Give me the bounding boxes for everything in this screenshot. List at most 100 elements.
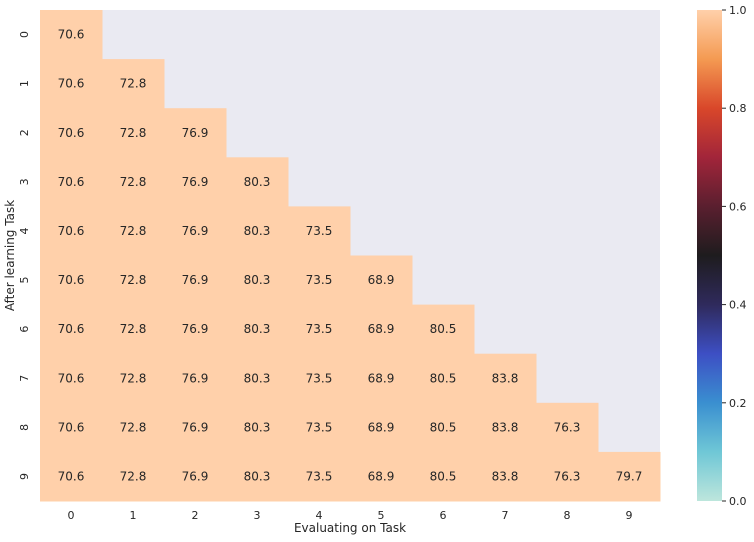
cell-value-r7-c4: 73.5	[306, 371, 333, 385]
heatmap-cell-r1-c1	[102, 59, 165, 109]
heatmap-cell-r7-c5	[350, 353, 413, 404]
heatmap-cell-r7-c6	[412, 353, 475, 404]
cell-value-r9-c4: 73.5	[306, 469, 333, 483]
cell-value-r9-c2: 76.9	[182, 469, 209, 483]
colorbar-tick-label: 0.4	[729, 299, 747, 312]
cell-value-r8-c2: 76.9	[182, 420, 209, 434]
y-tick-label: 7	[18, 375, 31, 382]
heatmap-cell-labels: 70.6 70.6 72.8 70.6 72.8 76.9 70.6 72.8 76.9 80.3…	[58, 28, 643, 484]
heatmap-cell-r5-c4	[288, 255, 351, 306]
cell-value-r8-c8: 76.3	[554, 420, 581, 434]
heatmap-cell-r4-c3	[226, 206, 289, 256]
cell-value-r7-c1: 72.8	[120, 371, 147, 385]
heatmap-cell-r8-c4	[288, 402, 351, 453]
cell-value-r6-c1: 72.8	[120, 322, 147, 336]
cell-value-r9-c7: 83.8	[492, 469, 519, 483]
y-tick-label: 0	[18, 31, 31, 38]
colorbar-ticks: 0.0 0.2 0.4 0.6 0.8 1.0	[722, 4, 747, 508]
cell-value-r9-c9: 79.7	[616, 469, 643, 483]
heatmap-cell-r6-c5	[350, 304, 413, 355]
y-tick-label: 2	[18, 129, 31, 136]
heatmap-cell-r8-c2	[164, 402, 227, 453]
x-tick-label: 2	[192, 509, 199, 522]
x-axis-label: Evaluating on Task	[294, 521, 406, 535]
cell-value-r8-c0: 70.6	[58, 420, 85, 434]
heatmap-cell-r2-c1	[102, 108, 165, 158]
heatmap-cell-r6-c4	[288, 304, 351, 355]
heatmap-cell-r6-c2	[164, 304, 227, 355]
cell-value-r4-c3: 80.3	[244, 224, 271, 238]
cell-value-r8-c6: 80.5	[430, 420, 457, 434]
x-tick-label: 9	[626, 509, 633, 522]
heatmap-cell-r7-c4	[288, 353, 351, 404]
y-axis-ticks: 0 1 2 3 4 5 6 7 8 9	[18, 31, 31, 480]
heatmap-cell-r5-c1	[102, 255, 165, 306]
heatmap-cell-r9-c4	[288, 451, 351, 502]
cell-value-r2-c1: 72.8	[120, 126, 147, 140]
heatmap-cell-r9-c6	[412, 451, 475, 502]
cell-value-r3-c3: 80.3	[244, 175, 271, 189]
heatmap-cell-r3-c2	[164, 157, 227, 207]
y-tick-label: 6	[18, 326, 31, 333]
y-tick-label: 9	[18, 473, 31, 480]
cell-value-r8-c3: 80.3	[244, 420, 271, 434]
cell-value-r9-c1: 72.8	[120, 469, 147, 483]
heatmap-cell-r6-c0	[40, 304, 103, 355]
heatmap-cell-r9-c1	[102, 451, 165, 502]
cell-value-r1-c0: 70.6	[58, 77, 85, 91]
cell-value-r6-c0: 70.6	[58, 322, 85, 336]
heatmap-cell-r7-c1	[102, 353, 165, 404]
cell-value-r5-c4: 73.5	[306, 273, 333, 287]
cell-value-r7-c6: 80.5	[430, 371, 457, 385]
heatmap-cell-r9-c3	[226, 451, 289, 502]
heatmap-cell-r7-c3	[226, 353, 289, 404]
x-tick-label: 8	[564, 509, 571, 522]
heatmap-cell-r6-c1	[102, 304, 165, 355]
cell-value-r6-c3: 80.3	[244, 322, 271, 336]
heatmap-cell-r9-c7	[474, 451, 537, 502]
heatmap-cell-r6-c3	[226, 304, 289, 355]
y-tick-label: 5	[18, 277, 31, 284]
cell-value-r5-c2: 76.9	[182, 273, 209, 287]
cell-value-r4-c0: 70.6	[58, 224, 85, 238]
heatmap-cell-r0-c0	[40, 10, 103, 60]
heatmap-cell-r9-c2	[164, 451, 227, 502]
cell-value-r5-c1: 72.8	[120, 273, 147, 287]
cell-value-r3-c1: 72.8	[120, 175, 147, 189]
cell-value-r5-c5: 68.9	[368, 273, 395, 287]
cell-value-r7-c7: 83.8	[492, 371, 519, 385]
x-tick-label: 4	[316, 509, 323, 522]
heatmap-cell-r3-c3	[226, 157, 289, 207]
heatmap-cell-r5-c0	[40, 255, 103, 306]
heatmap-cell-r7-c2	[164, 353, 227, 404]
heatmap-cell-r4-c0	[40, 206, 103, 256]
x-tick-label: 0	[68, 509, 75, 522]
heatmap-cell-r8-c1	[102, 402, 165, 453]
heatmap-cell-r8-c3	[226, 402, 289, 453]
cell-value-r6-c4: 73.5	[306, 322, 333, 336]
y-tick-label: 3	[18, 178, 31, 185]
heatmap-cell-r8-c7	[474, 402, 537, 453]
heatmap-cell-r9-c5	[350, 451, 413, 502]
heatmap-cell-r3-c1	[102, 157, 165, 207]
cell-value-r3-c2: 76.9	[182, 175, 209, 189]
colorbar-tick-label: 1.0	[729, 4, 747, 17]
cell-value-r6-c6: 80.5	[430, 322, 457, 336]
heatmap-cell-r4-c4	[288, 206, 351, 256]
heatmap-cell-r4-c2	[164, 206, 227, 256]
colorbar	[697, 10, 722, 501]
heatmap-cell-r8-c5	[350, 402, 413, 453]
cell-value-r5-c3: 80.3	[244, 273, 271, 287]
x-tick-label: 6	[440, 509, 447, 522]
colorbar-tick-label: 0.6	[729, 200, 747, 213]
cell-value-r1-c1: 72.8	[120, 77, 147, 91]
heatmap-cell-r7-c0	[40, 353, 103, 404]
cell-value-r6-c2: 76.9	[182, 322, 209, 336]
colorbar-tick-label: 0.8	[729, 102, 747, 115]
cell-value-r4-c1: 72.8	[120, 224, 147, 238]
cell-value-r6-c5: 68.9	[368, 322, 395, 336]
cell-value-r9-c3: 80.3	[244, 469, 271, 483]
cell-value-r7-c5: 68.9	[368, 371, 395, 385]
cell-value-r8-c7: 83.8	[492, 420, 519, 434]
